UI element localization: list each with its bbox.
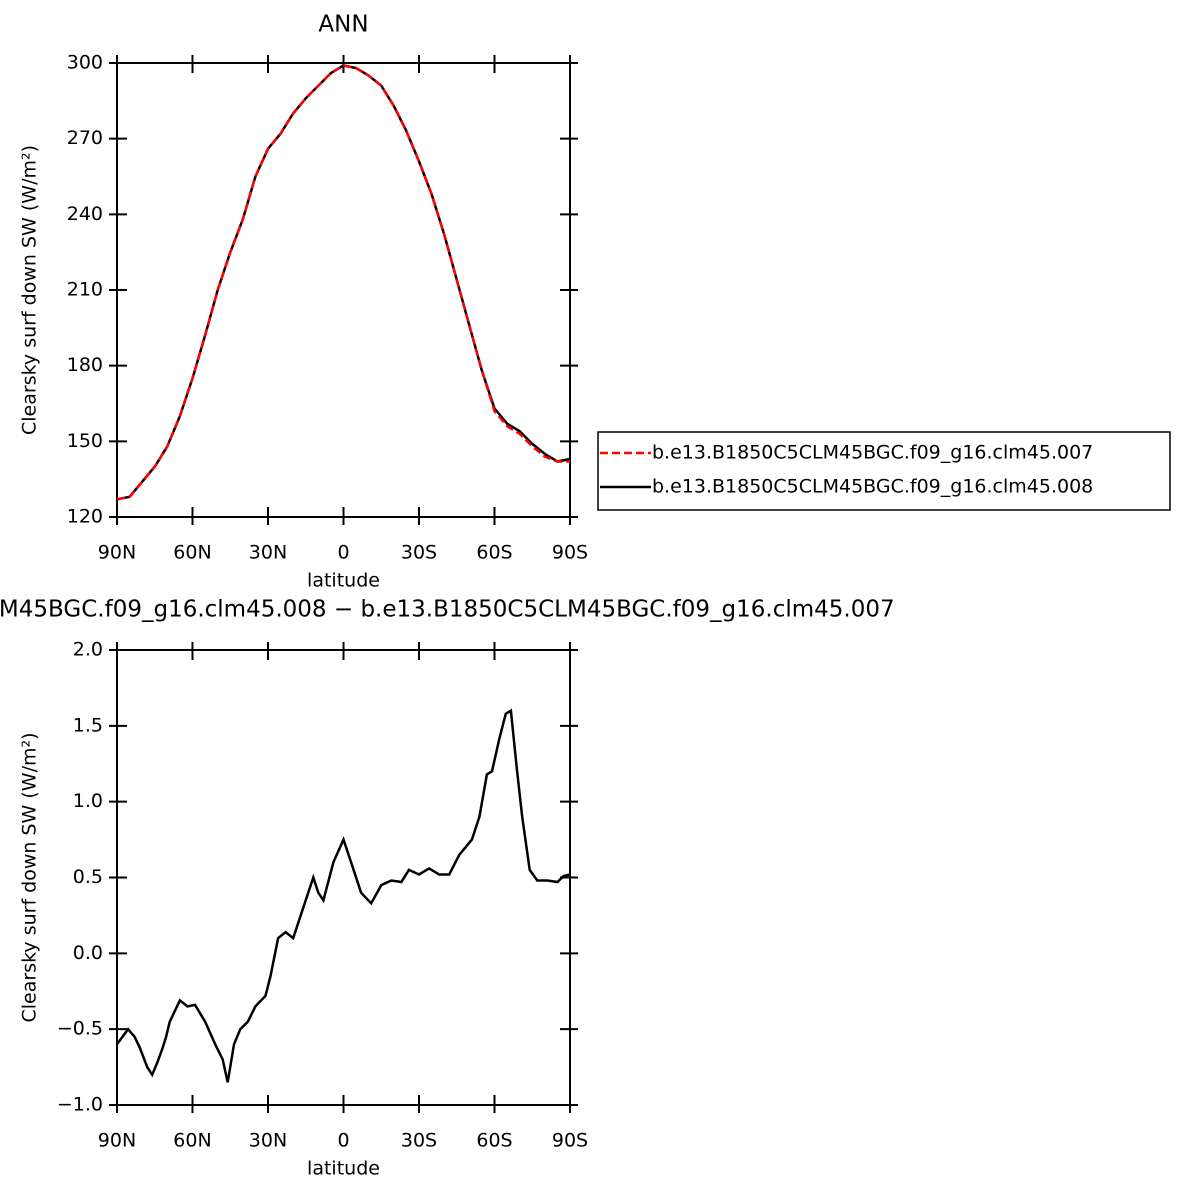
y-axis-label: Clearsky surf down SW (W/m²) xyxy=(19,145,41,435)
x-tick-label: 30N xyxy=(249,1130,287,1152)
x-tick-label: 30S xyxy=(401,1130,437,1152)
x-tick-label: 90S xyxy=(552,542,588,564)
x-tick-label: 0 xyxy=(337,1130,349,1152)
x-tick-label: 90S xyxy=(552,1130,588,1152)
x-tick-label: 60N xyxy=(173,1130,211,1152)
y-tick-label: 300 xyxy=(67,52,103,74)
x-tick-label: 90N xyxy=(98,1130,136,1152)
y-tick-label: 240 xyxy=(67,203,103,225)
y-tick-label: −0.5 xyxy=(57,1018,103,1040)
y-tick-label: 180 xyxy=(67,354,103,376)
y-tick-label: 2.0 xyxy=(73,639,103,661)
y-tick-label: 270 xyxy=(67,127,103,149)
x-axis-label: latitude xyxy=(307,1158,380,1180)
y-tick-label: 120 xyxy=(67,506,103,528)
x-tick-label: 60S xyxy=(476,542,512,564)
data-line xyxy=(116,64,571,501)
y-axis-label: Clearsky surf down SW (W/m²) xyxy=(19,732,41,1022)
plot-frame xyxy=(116,62,571,518)
chart-title: b.e13.B1850C5CLM45BGC.f09_g16.clm45.008 … xyxy=(0,597,895,623)
x-tick-label: 90N xyxy=(98,542,136,564)
x-tick-label: 0 xyxy=(337,542,349,564)
x-axis-label: latitude xyxy=(307,570,380,592)
x-tick-label: 30N xyxy=(249,542,287,564)
y-tick-label: 0.5 xyxy=(73,866,103,888)
y-tick-label: 1.0 xyxy=(73,790,103,812)
y-tick-label: 150 xyxy=(67,430,103,452)
y-tick-label: 0.0 xyxy=(73,942,103,964)
plot-frame xyxy=(116,649,571,1106)
data-line xyxy=(116,64,570,501)
legend-label: b.e13.B1850C5CLM45BGC.f09_g16.clm45.008 xyxy=(652,476,1093,498)
data-line xyxy=(115,708,571,1083)
x-tick-label: 30S xyxy=(401,542,437,564)
chart-title: ANN xyxy=(318,12,368,38)
x-tick-label: 60S xyxy=(476,1130,512,1152)
y-tick-label: −1.0 xyxy=(57,1094,103,1116)
legend-box xyxy=(597,431,1171,511)
y-tick-label: 1.5 xyxy=(73,714,103,736)
legend-label: b.e13.B1850C5CLM45BGC.f09_g16.clm45.007 xyxy=(652,442,1093,464)
y-tick-label: 210 xyxy=(67,279,103,301)
x-tick-label: 60N xyxy=(173,542,211,564)
